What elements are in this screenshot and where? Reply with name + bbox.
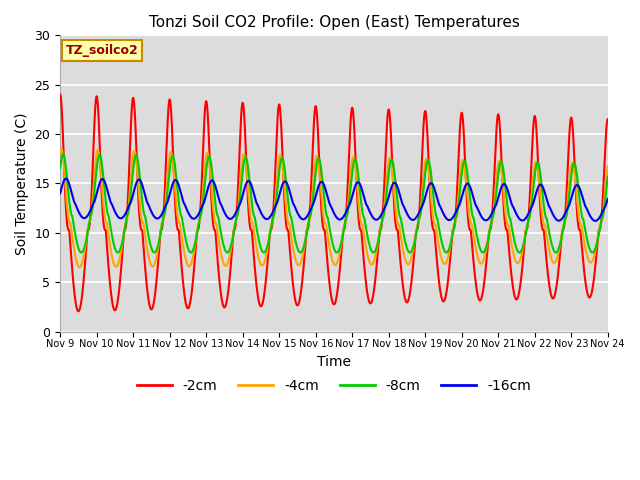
- Legend: -2cm, -4cm, -8cm, -16cm: -2cm, -4cm, -8cm, -16cm: [131, 373, 536, 399]
- Title: Tonzi Soil CO2 Profile: Open (East) Temperatures: Tonzi Soil CO2 Profile: Open (East) Temp…: [148, 15, 520, 30]
- Text: TZ_soilco2: TZ_soilco2: [66, 44, 138, 57]
- Y-axis label: Soil Temperature (C): Soil Temperature (C): [15, 112, 29, 255]
- X-axis label: Time: Time: [317, 355, 351, 369]
